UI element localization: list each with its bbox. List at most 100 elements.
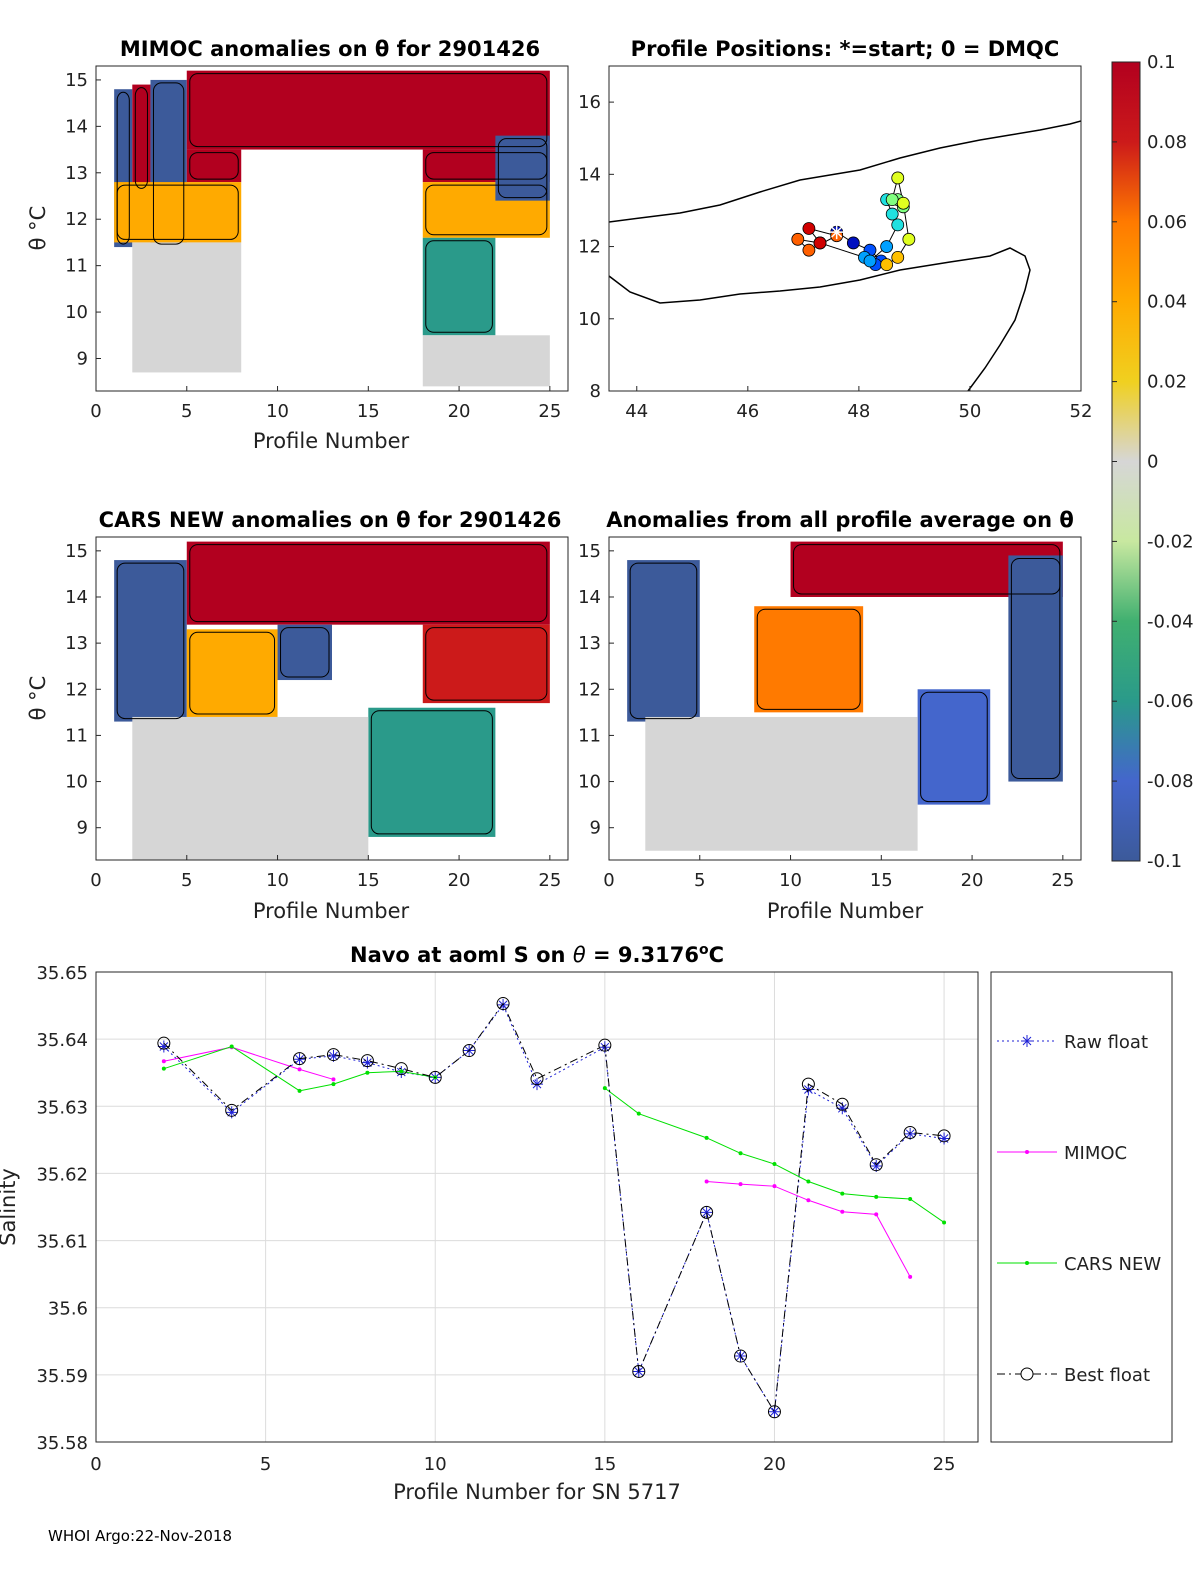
allavg-ticks: 0 5 10 15 20 25 15 14 13 12 11 10 9 xyxy=(578,541,1074,891)
legend-raw-float-marker xyxy=(1021,1035,1033,1047)
anomaly-cell xyxy=(422,335,550,387)
y-tick-label: 16 xyxy=(578,92,601,113)
anomaly-cell xyxy=(368,707,496,837)
x-tick-label: 52 xyxy=(1070,401,1093,422)
cars-new-point xyxy=(738,1151,743,1156)
anomaly-cell xyxy=(422,237,496,336)
y-tick-label: 35.59 xyxy=(36,1366,88,1387)
profile-position-point xyxy=(885,193,899,207)
profile-position-point xyxy=(880,240,894,253)
cars-ticks: 0 5 10 15 20 25 15 14 13 12 11 10 9 xyxy=(65,541,561,891)
positions-axes xyxy=(608,65,1082,392)
x-tick-label: 10 xyxy=(266,870,289,891)
best-float-point xyxy=(598,1038,612,1052)
anomaly-cell xyxy=(132,716,369,860)
colorbar-tick-label: 0.1 xyxy=(1147,52,1176,73)
cars-new-point xyxy=(602,1086,607,1091)
y-tick-label: 10 xyxy=(65,772,88,793)
coastline-north xyxy=(609,120,1081,223)
cars-new-point xyxy=(636,1111,641,1116)
y-tick-label: 14 xyxy=(65,587,88,608)
raw-float-point xyxy=(836,1102,849,1115)
cars-ylabel: θ °C xyxy=(26,676,50,721)
best-float-point xyxy=(462,1044,476,1058)
allavg-panel-title: Anomalies from all profile average on θ xyxy=(606,508,1074,532)
y-tick-label: 11 xyxy=(578,725,601,746)
y-tick-label: 35.62 xyxy=(36,1164,88,1185)
x-tick-label: 10 xyxy=(424,1454,447,1475)
raw-float-point xyxy=(327,1049,340,1062)
anomaly-cell xyxy=(422,624,550,704)
y-tick-label: 14 xyxy=(578,587,601,608)
y-tick-label: 11 xyxy=(65,725,88,746)
cars-new-line xyxy=(604,1087,945,1223)
profile-position-point xyxy=(896,196,910,210)
legend-cars-new-label: CARS NEW xyxy=(1064,1254,1161,1275)
profile-position-point xyxy=(802,222,816,235)
y-tick-label: 35.58 xyxy=(36,1433,88,1454)
best-float-point xyxy=(394,1062,408,1076)
profile-position-point xyxy=(891,218,905,232)
best-float-line xyxy=(163,1002,945,1414)
mimoc-line xyxy=(706,1180,911,1278)
raw-float-point xyxy=(700,1206,713,1219)
profile-position-point xyxy=(891,171,905,185)
contour-line xyxy=(189,73,548,148)
legend-best-float-label: Best float xyxy=(1064,1365,1150,1386)
cars-panel-title: CARS NEW anomalies on θ for 2901426 xyxy=(99,508,562,532)
best-float-point xyxy=(632,1365,646,1378)
raw-float-point xyxy=(157,1040,170,1053)
best-float-point xyxy=(937,1129,951,1143)
anomaly-cell xyxy=(114,182,242,243)
contour-line xyxy=(497,138,548,199)
y-tick-label: 35.63 xyxy=(36,1097,88,1118)
cars-new-point xyxy=(399,1069,404,1074)
positions-ticks: 44 46 48 50 52 16 14 12 10 8 xyxy=(578,92,1092,422)
salinity-ticks: 0 5 10 15 20 25 35.65 35.64 35.63 35.62 35.61 35.6 3… xyxy=(36,963,955,1475)
mimoc-heatmap xyxy=(114,70,550,387)
raw-float-point xyxy=(904,1127,917,1140)
x-tick-label: 25 xyxy=(1051,870,1074,891)
positions-panel-title: Profile Positions: *=start; 0 = DMQC xyxy=(631,37,1060,61)
contour-line xyxy=(370,710,493,835)
profile-position-point xyxy=(813,236,827,250)
contour-line xyxy=(116,91,130,245)
anomaly-cell xyxy=(277,624,332,681)
raw-float-point xyxy=(870,1160,883,1173)
x-tick-label: 10 xyxy=(779,870,802,891)
x-tick-label: 20 xyxy=(961,870,984,891)
best-float-point xyxy=(225,1103,239,1117)
x-tick-label: 0 xyxy=(90,401,101,422)
x-tick-label: 15 xyxy=(593,1454,616,1475)
raw-float-point xyxy=(225,1106,238,1119)
x-tick-label: 10 xyxy=(266,401,289,422)
mimoc-point xyxy=(840,1209,845,1214)
cars-new-point xyxy=(229,1044,234,1049)
x-tick-label: 25 xyxy=(538,401,561,422)
contour-line xyxy=(756,608,861,710)
x-tick-label: 48 xyxy=(847,401,870,422)
y-tick-label: 12 xyxy=(65,679,88,700)
x-tick-label: 25 xyxy=(933,1454,956,1475)
contour-line xyxy=(189,152,239,180)
best-float-point xyxy=(801,1077,815,1091)
y-tick-label: 35.6 xyxy=(48,1299,88,1320)
best-float-point xyxy=(530,1072,544,1086)
x-tick-label: 25 xyxy=(538,870,561,891)
best-float-point xyxy=(700,1205,714,1219)
best-float-point xyxy=(326,1048,340,1062)
x-tick-label: 15 xyxy=(870,870,893,891)
raw-float-point xyxy=(768,1405,781,1418)
legend-mimoc-marker xyxy=(1025,1150,1029,1154)
anomaly-cell xyxy=(627,560,700,722)
salinity-ylabel: Salinity xyxy=(0,1168,20,1246)
contour-line xyxy=(425,627,548,701)
salinity-grid xyxy=(95,971,978,1443)
cars-new-point xyxy=(365,1070,370,1075)
contour-line xyxy=(425,240,493,333)
colorbar-tick-label: -0.1 xyxy=(1147,851,1182,872)
salinity-legend xyxy=(990,971,1173,1443)
x-tick-label: 46 xyxy=(736,401,759,422)
best-float-point xyxy=(293,1052,307,1066)
x-tick-label: 0 xyxy=(603,870,614,891)
